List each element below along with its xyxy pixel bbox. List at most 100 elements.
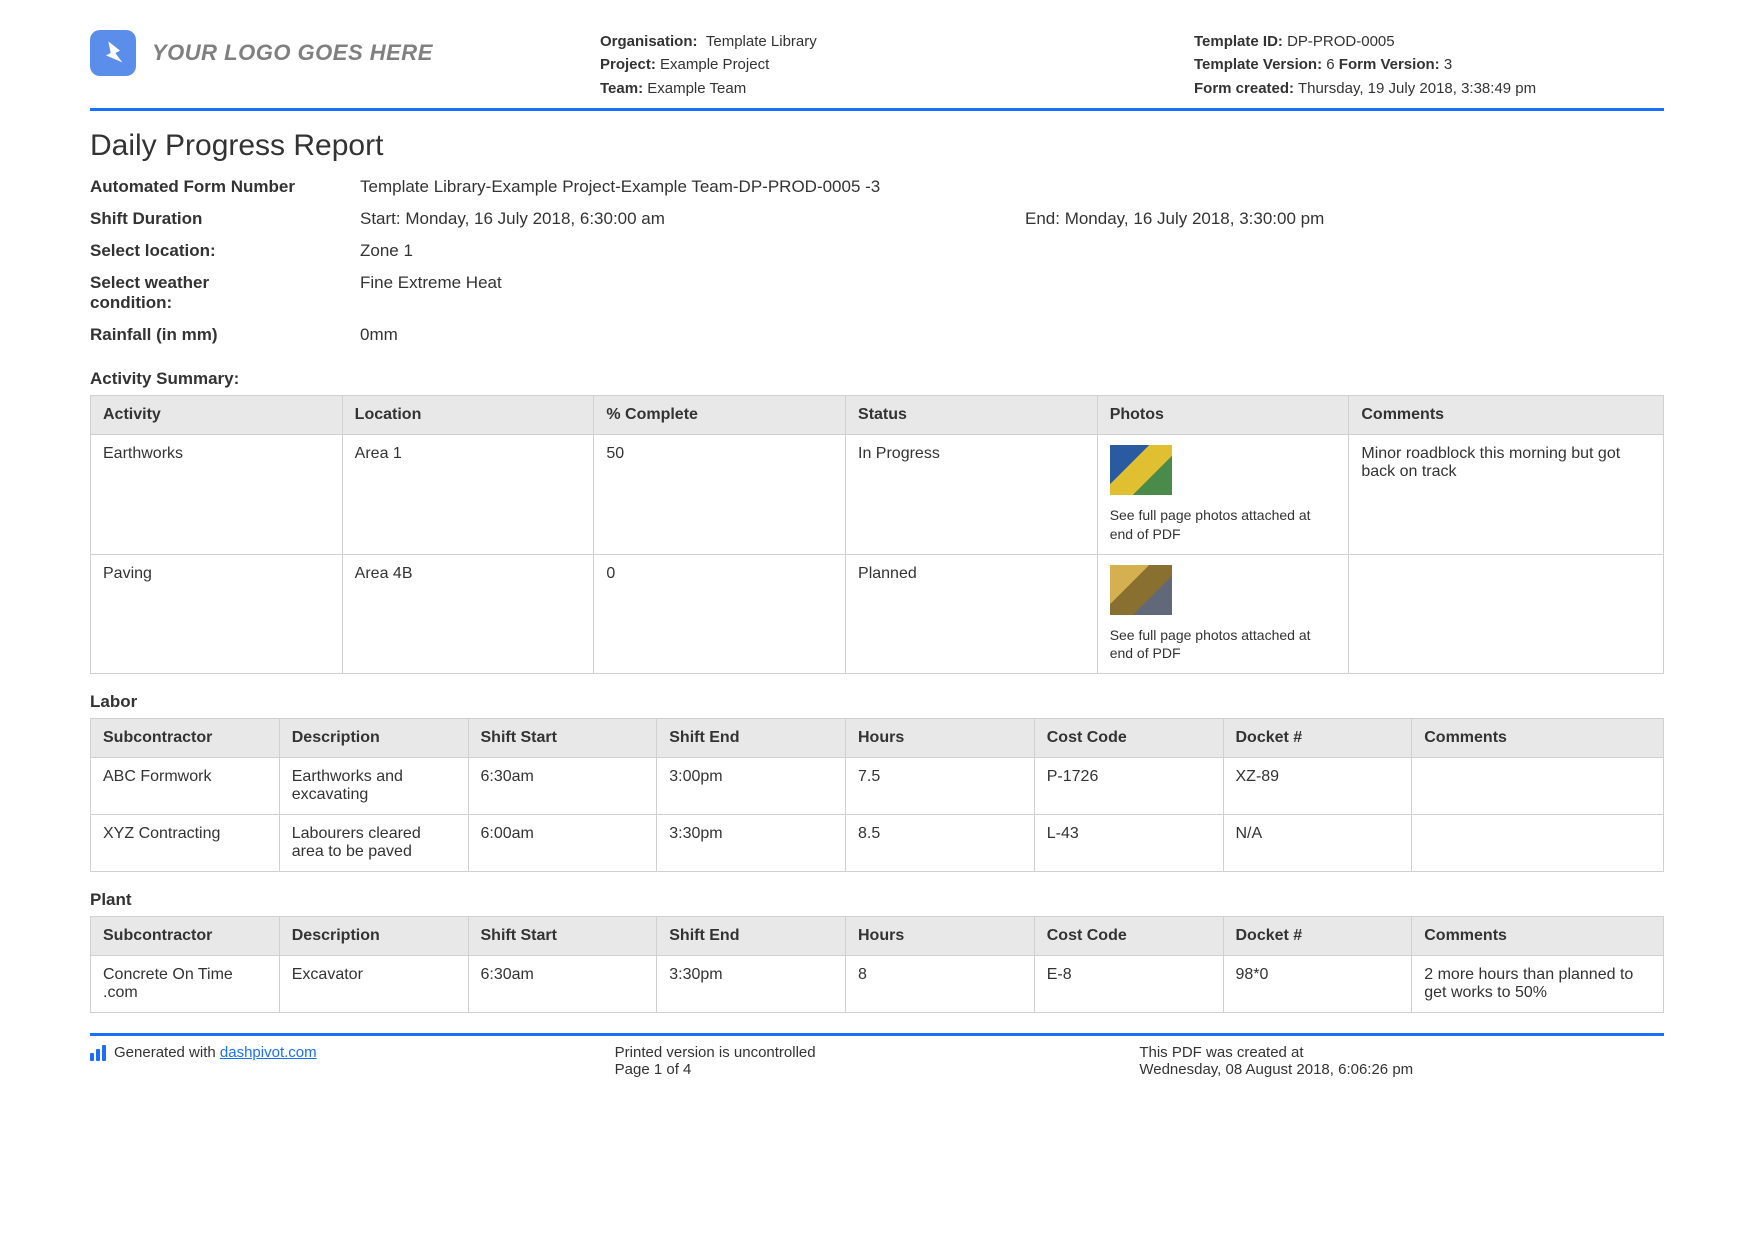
labor-heading: Labor [90,692,1664,712]
form-ver-label: Form Version: [1339,56,1440,73]
form-ver-value: 3 [1444,56,1452,73]
table-cell: E-8 [1034,956,1223,1013]
logo-block: YOUR LOGO GOES HERE [90,30,600,76]
table-cell: Area 4B [342,554,594,674]
shift-label: Shift Duration [90,209,360,229]
template-ver-label: Template Version: [1194,56,1322,73]
dashpivot-icon [90,1045,106,1061]
info-row-afn: Automated Form Number Template Library-E… [90,171,1664,203]
table-cell: 3:30pm [657,815,846,872]
logo-text: YOUR LOGO GOES HERE [152,40,433,66]
info-row-weather: Select weather condition: Fine Extreme H… [90,267,1664,319]
table-cell: ABC Formwork [91,758,280,815]
page-title: Daily Progress Report [90,129,1664,163]
col-header: Description [279,917,468,956]
activity-heading: Activity Summary: [90,369,1664,389]
plant-table: SubcontractorDescriptionShift StartShift… [90,916,1664,1013]
table-cell: XYZ Contracting [91,815,280,872]
info-row-shift: Shift Duration Start: Monday, 16 July 20… [90,203,1664,235]
labor-table: SubcontractorDescriptionShift StartShift… [90,718,1664,872]
team-label: Team: [600,80,643,97]
table-cell: 6:30am [468,758,657,815]
col-header: Description [279,719,468,758]
table-cell: P-1726 [1034,758,1223,815]
page-number: Page 1 of 4 [615,1061,1140,1078]
activity-col-header: Photos [1097,395,1349,434]
col-header: Comments [1412,917,1664,956]
table-cell: 3:30pm [657,956,846,1013]
footer-right: This PDF was created at Wednesday, 08 Au… [1139,1044,1664,1078]
rain-value: 0mm [360,325,1664,345]
table-cell: L-43 [1034,815,1223,872]
col-header: Hours [846,917,1035,956]
col-header: Subcontractor [91,719,280,758]
template-id-value: DP-PROD-0005 [1287,33,1395,50]
gen-link[interactable]: dashpivot.com [220,1044,317,1061]
table-cell: Excavator [279,956,468,1013]
org-label: Organisation: [600,33,698,50]
table-cell [1412,815,1664,872]
table-cell [1349,554,1664,674]
gen-prefix: Generated with [114,1044,220,1061]
photo-caption: See full page photos attached at end of … [1110,626,1337,664]
photo-cell: See full page photos attached at end of … [1097,554,1349,674]
table-cell: 50 [594,434,846,554]
afn-label: Automated Form Number [90,177,360,197]
table-cell: 6:00am [468,815,657,872]
document-header: YOUR LOGO GOES HERE Organisation: Templa… [90,30,1664,111]
col-header: Shift Start [468,719,657,758]
table-row: Concrete On Time .comExcavator6:30am3:30… [91,956,1664,1013]
project-value: Example Project [660,56,769,73]
col-header: Docket # [1223,719,1412,758]
form-created-value: Thursday, 19 July 2018, 3:38:49 pm [1298,80,1536,97]
photo-thumbnail [1110,565,1172,615]
table-cell: 6:30am [468,956,657,1013]
col-header: Hours [846,719,1035,758]
rain-label: Rainfall (in mm) [90,325,360,345]
table-cell: Paving [91,554,343,674]
col-header: Shift Start [468,917,657,956]
header-meta-left: Organisation: Template Library Project: … [600,30,1194,100]
activity-table: ActivityLocation% CompleteStatusPhotosCo… [90,395,1664,675]
weather-value: Fine Extreme Heat [290,273,1664,313]
document-footer: Generated with dashpivot.com Printed ver… [90,1033,1664,1078]
table-row: EarthworksArea 150In Progress See full pa… [91,434,1664,554]
created-label: This PDF was created at [1139,1044,1664,1061]
col-header: Docket # [1223,917,1412,956]
template-ver-value: 6 [1326,56,1334,73]
table-cell: 2 more hours than planned to get works t… [1412,956,1664,1013]
col-header: Cost Code [1034,917,1223,956]
table-cell: 7.5 [846,758,1035,815]
activity-col-header: Location [342,395,594,434]
table-cell: N/A [1223,815,1412,872]
table-row: ABC FormworkEarthworks and excavating6:3… [91,758,1664,815]
team-value: Example Team [647,80,746,97]
activity-col-header: Activity [91,395,343,434]
table-cell: Planned [846,554,1098,674]
col-header: Shift End [657,719,846,758]
shift-end: End: Monday, 16 July 2018, 3:30:00 pm [1025,209,1324,229]
table-cell: Concrete On Time .com [91,956,280,1013]
photo-caption: See full page photos attached at end of … [1110,506,1337,544]
info-row-rainfall: Rainfall (in mm) 0mm [90,319,1664,351]
col-header: Shift End [657,917,846,956]
table-row: PavingArea 4B0Planned See full page photo… [91,554,1664,674]
photo-cell: See full page photos attached at end of … [1097,434,1349,554]
loc-label: Select location: [90,241,360,261]
table-cell: XZ-89 [1223,758,1412,815]
weather-label: Select weather condition: [90,273,290,313]
shift-start: Start: Monday, 16 July 2018, 6:30:00 am [360,209,1025,229]
col-header: Cost Code [1034,719,1223,758]
form-created-label: Form created: [1194,80,1294,97]
table-cell: Minor roadblock this morning but got bac… [1349,434,1664,554]
activity-col-header: Comments [1349,395,1664,434]
template-id-label: Template ID: [1194,33,1283,50]
uncontrolled-text: Printed version is uncontrolled [615,1044,1140,1061]
org-value: Template Library [706,33,817,50]
table-cell: 0 [594,554,846,674]
header-meta-right: Template ID: DP-PROD-0005 Template Versi… [1194,30,1664,100]
table-cell: 8 [846,956,1035,1013]
table-cell: In Progress [846,434,1098,554]
table-cell: Area 1 [342,434,594,554]
table-cell: Earthworks [91,434,343,554]
